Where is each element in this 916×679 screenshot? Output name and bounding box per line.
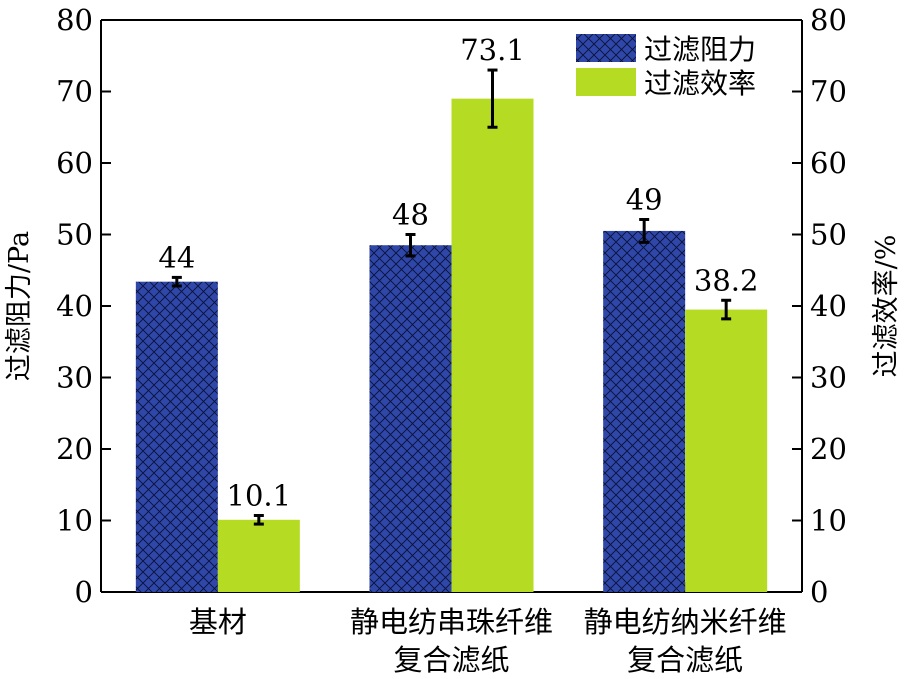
left-y-tick-label: 10 bbox=[56, 504, 93, 538]
x-tick-label: 复合滤纸 bbox=[393, 643, 509, 677]
data-label: 73.1 bbox=[460, 33, 525, 67]
right-y-tick-label: 60 bbox=[810, 146, 847, 180]
bar bbox=[217, 519, 300, 592]
data-label: 48 bbox=[392, 198, 429, 232]
left-y-tick-label: 30 bbox=[56, 361, 93, 395]
left-y-tick-label: 50 bbox=[56, 218, 93, 252]
left-y-tick-label: 20 bbox=[56, 432, 93, 466]
legend-label: 过滤阻力 bbox=[644, 33, 756, 66]
right-y-tick-label: 80 bbox=[810, 3, 847, 37]
left-y-tick-label: 70 bbox=[56, 75, 93, 109]
x-tick-label: 静电纺串珠纤维 bbox=[350, 605, 553, 639]
bar bbox=[135, 281, 218, 592]
x-tick-label: 静电纺纳米纤维 bbox=[584, 605, 787, 639]
right-y-axis-title: 过滤效率/% bbox=[871, 235, 902, 378]
data-label: 49 bbox=[626, 182, 663, 216]
legend-swatch bbox=[576, 34, 636, 62]
data-label: 10.1 bbox=[227, 478, 292, 512]
legend-label: 过滤效率 bbox=[644, 67, 756, 100]
bar bbox=[369, 245, 452, 592]
x-tick-label: 基材 bbox=[189, 605, 247, 639]
plot-area: 0 0 10 10 20 20 30 30 40 40 50 50 60 60 70 70 80 80 过滤阻力/P… bbox=[4, 3, 902, 677]
right-y-tick-label: 70 bbox=[810, 75, 847, 109]
right-y-tick-label: 20 bbox=[810, 432, 847, 466]
right-y-tick-label: 0 bbox=[810, 575, 828, 609]
bar bbox=[603, 230, 686, 593]
bar bbox=[685, 309, 768, 592]
bar bbox=[451, 98, 534, 593]
left-y-tick-label: 40 bbox=[56, 289, 93, 323]
data-label: 44 bbox=[158, 240, 195, 274]
data-label: 38.2 bbox=[694, 263, 759, 297]
right-y-tick-label: 40 bbox=[810, 289, 847, 323]
right-y-tick-label: 10 bbox=[810, 504, 847, 538]
right-y-tick-label: 30 bbox=[810, 361, 847, 395]
x-tick-label: 复合滤纸 bbox=[627, 643, 743, 677]
right-y-tick-label: 50 bbox=[810, 218, 847, 252]
legend-swatch bbox=[576, 68, 636, 96]
left-y-axis-title: 过滤阻力/Pa bbox=[4, 231, 35, 381]
left-y-tick-label: 60 bbox=[56, 146, 93, 180]
left-y-tick-label: 0 bbox=[75, 575, 93, 609]
left-y-tick-label: 80 bbox=[56, 3, 93, 37]
